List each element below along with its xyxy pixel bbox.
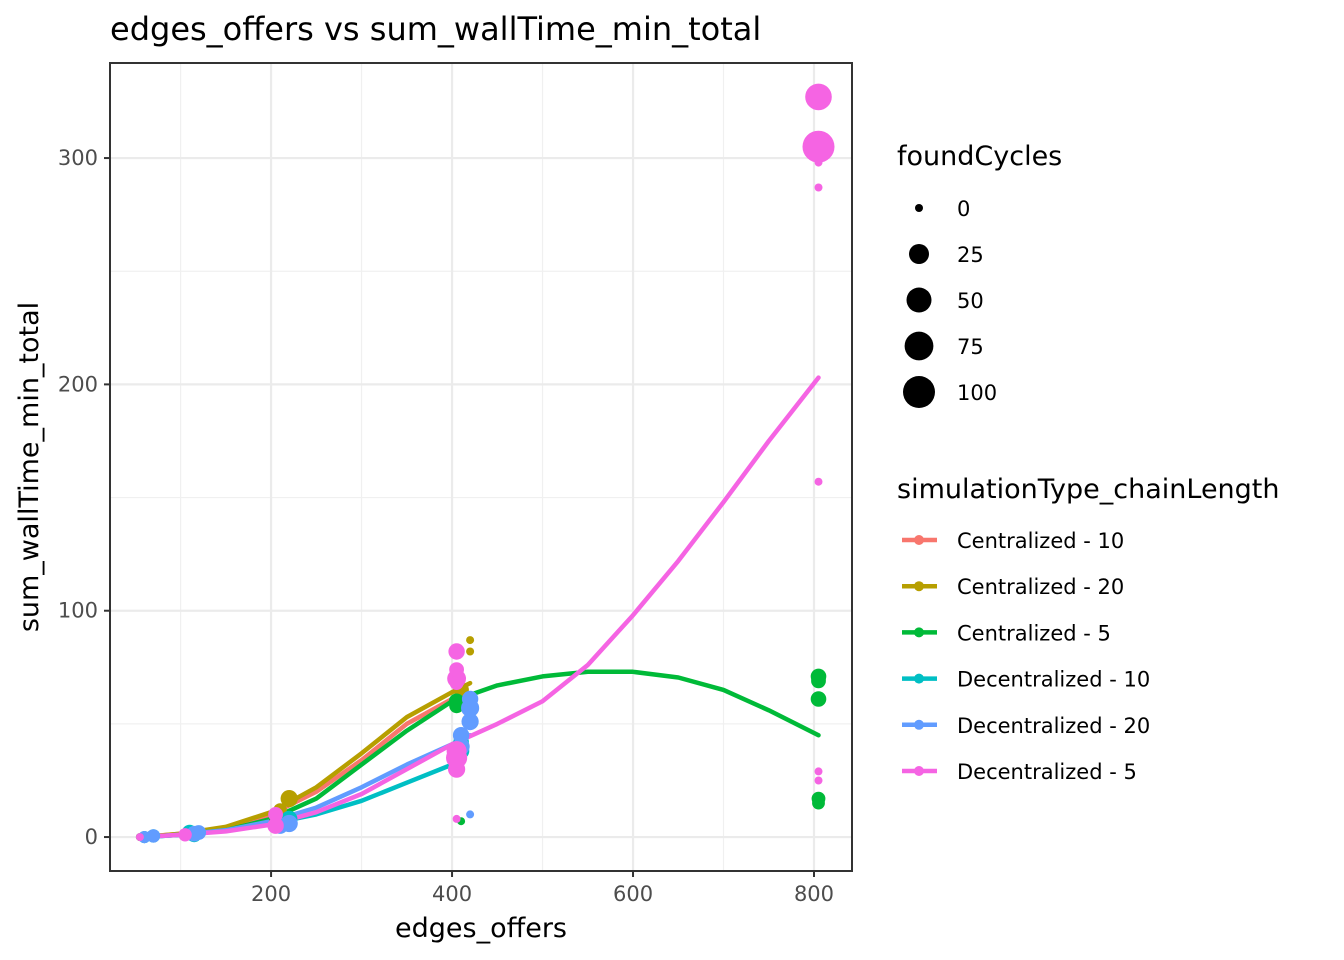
data-point [811,673,826,689]
data-point [805,83,832,111]
data-point [814,776,823,785]
color-legend: simulationType_chainLength Centralized -… [897,474,1280,784]
color-legend-dot [914,535,924,545]
major-gridlines [110,63,852,871]
size-legend-label: 0 [957,197,970,221]
data-point [466,810,475,819]
data-point [280,814,298,833]
color-legend-dot [914,719,924,730]
size-legend-key [903,376,935,408]
x-axis-ticks: 200 400 600 800 [251,871,834,906]
size-legend-label: 25 [957,243,984,267]
data-point [452,814,461,823]
size-legend-label: 100 [957,381,997,405]
data-point [466,636,475,645]
data-point [810,691,827,707]
data-point [448,643,465,660]
y-tick-label: 200 [58,372,98,396]
data-point [146,829,161,843]
x-tick-label: 400 [432,882,472,906]
data-point [178,828,192,842]
color-legend-dot [914,673,924,684]
data-point [280,790,298,808]
data-point [448,760,466,778]
data-point [466,647,475,656]
color-legend-dot [914,627,924,638]
color-legend-dot [914,581,924,592]
plot-border [109,62,853,872]
data-point [814,477,823,486]
data-point [449,662,464,677]
color-legend-label: Centralized - 10 [957,529,1124,553]
size-legend-key [909,244,929,264]
color-legend-title: simulationType_chainLength [897,474,1280,505]
chart-title: edges_offers vs sum_wallTime_min_total [110,10,761,48]
data-point [191,825,207,840]
size-legend-label: 75 [957,335,984,359]
data-point [135,833,144,842]
x-tick-label: 200 [251,882,291,906]
x-tick-label: 800 [794,882,834,906]
data-point [449,676,464,690]
data-point [268,807,283,822]
plot-panel [110,63,852,871]
x-tick-label: 600 [613,882,653,906]
y-tick-label: 0 [85,825,98,849]
color-legend-label: Decentralized - 10 [957,668,1150,692]
y-axis-ticks: 0 100 200 300 [58,146,110,849]
smooth-line-decentralized-5 [137,375,821,840]
color-legend-label: Decentralized - 5 [957,760,1137,784]
color-legend-dot [914,766,924,776]
data-point [814,183,823,192]
y-axis-title: sum_wallTime_min_total [14,302,45,632]
size-legend-key [915,204,923,212]
data-point [452,727,470,744]
data-point [446,741,467,761]
minor-gridlines [110,63,852,871]
data-point [814,158,823,167]
size-legend-title: foundCycles [897,141,1062,172]
x-axis-title: edges_offers [395,913,567,944]
y-tick-label: 100 [58,599,98,623]
data-points [135,83,835,844]
data-point [812,796,825,810]
color-legend-label: Centralized - 5 [957,621,1111,645]
size-legend: foundCycles 0 25 50 75 100 [897,141,1062,408]
size-legend-key [904,331,934,361]
data-point [461,713,479,731]
data-point [461,690,479,708]
color-legend-label: Centralized - 20 [957,575,1124,599]
size-legend-label: 50 [957,289,984,313]
data-point [267,817,284,834]
data-point [449,698,464,714]
data-point [802,130,835,163]
size-legend-key [906,287,932,313]
color-legend-label: Decentralized - 20 [957,714,1150,738]
data-point [814,767,823,776]
y-tick-label: 300 [58,146,98,170]
